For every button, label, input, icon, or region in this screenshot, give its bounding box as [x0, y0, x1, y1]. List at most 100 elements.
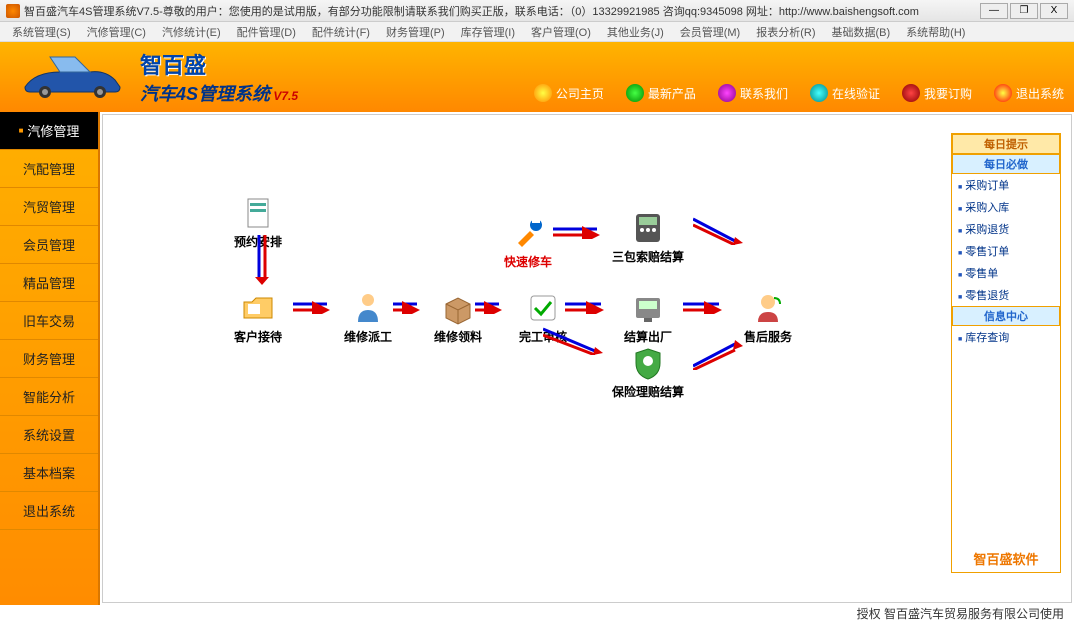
logo-area: 智百盛 汽车4S管理系统 V7.5: [20, 48, 298, 106]
leftnav-item-2[interactable]: 汽贸管理: [0, 188, 98, 226]
flow-node-shouhou[interactable]: 售后服务: [728, 290, 808, 345]
topnav-icon-3: [810, 84, 828, 102]
flow-arrow-4: [565, 300, 607, 314]
menu-item-10[interactable]: 报表分析(R): [748, 24, 823, 40]
topnav-label-5: 退出系统: [1016, 85, 1064, 102]
topnav-3[interactable]: 在线验证: [810, 84, 880, 102]
header-banner: 智百盛 汽车4S管理系统 V7.5 公司主页 最新产品 联系我们 在线验证 我要订购 退出…: [0, 42, 1074, 112]
menu-item-8[interactable]: 其他业务(J): [599, 24, 672, 40]
flow-label-weipai: 维修派工: [328, 328, 408, 345]
topnav-label-0: 公司主页: [556, 85, 604, 102]
flow-arrow-6: [553, 225, 603, 239]
brand-text: 智百盛 汽车4S管理系统 V7.5: [140, 48, 298, 106]
flow-icon-kehu: [240, 290, 276, 326]
leftnav-item-9[interactable]: 基本档案: [0, 454, 98, 492]
leftnav-item-0[interactable]: 汽修管理: [0, 112, 98, 150]
flow-label-sanbao: 三包索赔结算: [608, 248, 688, 265]
rp-item1-4[interactable]: 零售单: [952, 262, 1060, 284]
flow-icon-jiesuan: [630, 290, 666, 326]
flow-node-baoxian[interactable]: 保险理赔结算: [608, 345, 688, 400]
right-panel-header: 每日提示: [952, 134, 1060, 154]
flow-arrow-5: [683, 300, 725, 314]
flow-icon-kuaisu: [510, 215, 546, 251]
leftnav-item-3[interactable]: 会员管理: [0, 226, 98, 264]
leftnav-item-7[interactable]: 智能分析: [0, 378, 98, 416]
rp-item1-0[interactable]: 采购订单: [952, 174, 1060, 196]
leftnav-item-1[interactable]: 汽配管理: [0, 150, 98, 188]
topnav-icon-2: [718, 84, 736, 102]
flow-label-kuaisu: 快速修车: [488, 253, 568, 270]
topnav-icon-1: [626, 84, 644, 102]
menu-item-11[interactable]: 基础数据(B): [824, 24, 899, 40]
flow-icon-weipai: [350, 290, 386, 326]
menu-item-0[interactable]: 系统管理(S): [4, 24, 79, 40]
rp-item2-0[interactable]: 库存查询: [952, 326, 1060, 348]
menu-item-3[interactable]: 配件管理(D): [229, 24, 304, 40]
left-nav: 汽修管理汽配管理汽贸管理会员管理精品管理旧车交易财务管理智能分析系统设置基本档案…: [0, 112, 100, 605]
top-nav: 公司主页 最新产品 联系我们 在线验证 我要订购 退出系统: [534, 84, 1064, 102]
right-panel-sub1: 每日必做: [952, 154, 1060, 174]
flow-label-lingliao: 维修领料: [418, 328, 498, 345]
menu-item-7[interactable]: 客户管理(O): [523, 24, 599, 40]
flow-node-kehu[interactable]: 客户接待: [218, 290, 298, 345]
flow-icon-baoxian: [630, 345, 666, 381]
body-area: 汽修管理汽配管理汽贸管理会员管理精品管理旧车交易财务管理智能分析系统设置基本档案…: [0, 112, 1074, 605]
brand-name: 智百盛: [140, 48, 298, 80]
flow-icon-lingliao: [440, 290, 476, 326]
leftnav-item-8[interactable]: 系统设置: [0, 416, 98, 454]
topnav-label-3: 在线验证: [832, 85, 880, 102]
flow-node-jiesuan[interactable]: 结算出厂: [608, 290, 688, 345]
leftnav-item-4[interactable]: 精品管理: [0, 264, 98, 302]
topnav-icon-4: [902, 84, 920, 102]
topnav-0[interactable]: 公司主页: [534, 84, 604, 102]
flow-icon-yuyue: [240, 195, 276, 231]
maximize-button[interactable]: ❐: [1010, 3, 1038, 19]
right-panel-brand: 智百盛软件: [952, 549, 1060, 568]
topnav-icon-0: [534, 84, 552, 102]
flow-label-baoxian: 保险理赔结算: [608, 383, 688, 400]
menu-item-12[interactable]: 系统帮助(H): [898, 24, 973, 40]
flow-node-weipai[interactable]: 维修派工: [328, 290, 408, 345]
topnav-label-2: 联系我们: [740, 85, 788, 102]
minimize-button[interactable]: —: [980, 3, 1008, 19]
flow-arrow-9: [543, 325, 603, 355]
footer-text: 授权 智百盛汽车贸易服务有限公司使用: [0, 605, 1074, 623]
rp-item1-2[interactable]: 采购退货: [952, 218, 1060, 240]
car-logo-image: [20, 52, 130, 102]
right-panel-wrap: 每日提示 每日必做 采购订单采购入库采购退货零售订单零售单零售退货 信息中心 库…: [951, 115, 1071, 573]
leftnav-item-6[interactable]: 财务管理: [0, 340, 98, 378]
topnav-2[interactable]: 联系我们: [718, 84, 788, 102]
leftnav-item-5[interactable]: 旧车交易: [0, 302, 98, 340]
topnav-5[interactable]: 退出系统: [994, 84, 1064, 102]
leftnav-item-10[interactable]: 退出系统: [0, 492, 98, 530]
flow-node-sanbao[interactable]: 三包索赔结算: [608, 210, 688, 265]
flow-arrow-7: [693, 215, 743, 245]
menu-item-5[interactable]: 财务管理(P): [378, 24, 453, 40]
menu-item-1[interactable]: 汽修管理(C): [79, 24, 154, 40]
topnav-label-4: 我要订购: [924, 85, 972, 102]
topnav-icon-5: [994, 84, 1012, 102]
flow-arrow-8: [693, 340, 743, 370]
brand-version: V7.5: [273, 89, 298, 103]
topnav-4[interactable]: 我要订购: [902, 84, 972, 102]
close-button[interactable]: X: [1040, 3, 1068, 19]
flow-label-jiesuan: 结算出厂: [608, 328, 688, 345]
app-icon: [6, 4, 20, 18]
topnav-1[interactable]: 最新产品: [626, 84, 696, 102]
flow-arrow-1: [293, 300, 333, 314]
flow-arrow-3: [475, 300, 505, 314]
window-titlebar: 智百盛汽车4S管理系统V7.5-尊敬的用户：您使用的是试用版，有部分功能限制请联…: [0, 0, 1074, 22]
menu-item-2[interactable]: 汽修统计(E): [154, 24, 229, 40]
flow-icon-shenhe: [525, 290, 561, 326]
rp-item1-3[interactable]: 零售订单: [952, 240, 1060, 262]
rp-item1-1[interactable]: 采购入库: [952, 196, 1060, 218]
menu-item-4[interactable]: 配件统计(F): [304, 24, 378, 40]
rp-item1-5[interactable]: 零售退货: [952, 284, 1060, 306]
flow-node-kuaisu[interactable]: 快速修车: [488, 215, 568, 270]
topnav-label-1: 最新产品: [648, 85, 696, 102]
menu-item-6[interactable]: 库存管理(I): [453, 24, 523, 40]
brand-sub: 汽车4S管理系统: [140, 84, 270, 104]
right-panel: 每日提示 每日必做 采购订单采购入库采购退货零售订单零售单零售退货 信息中心 库…: [951, 133, 1061, 573]
menu-item-9[interactable]: 会员管理(M): [672, 24, 749, 40]
flow-node-lingliao[interactable]: 维修领料: [418, 290, 498, 345]
